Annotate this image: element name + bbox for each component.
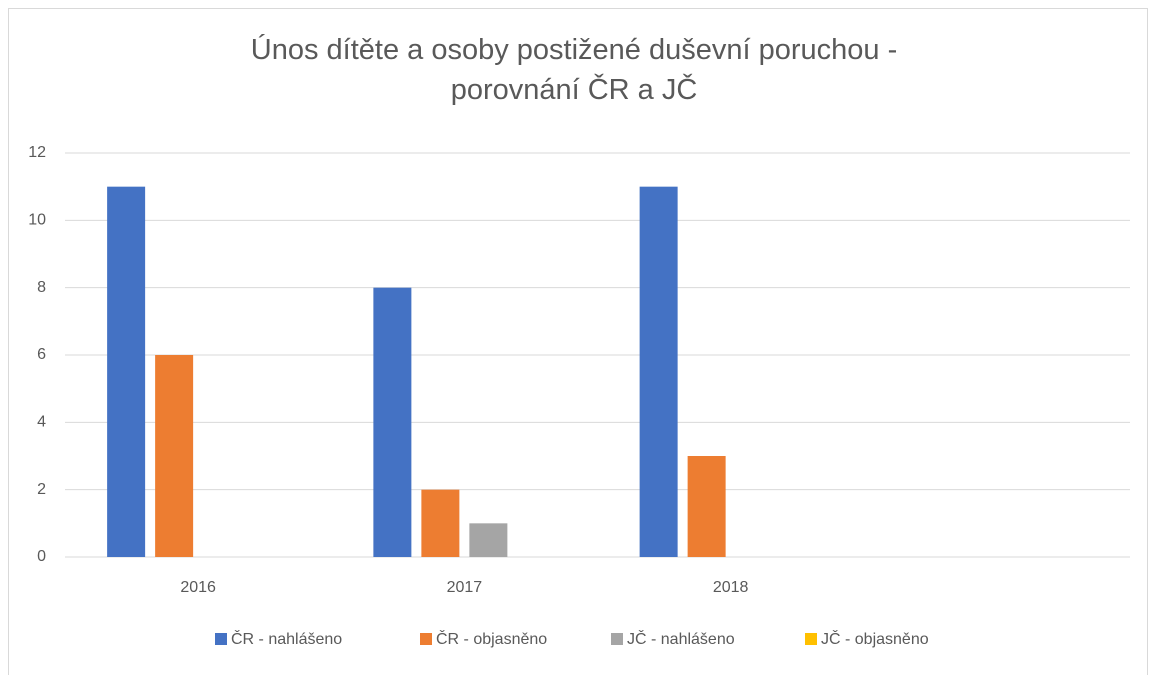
chart-frame <box>8 8 1148 675</box>
y-tick-label: 12 <box>28 144 46 161</box>
legend-label: JČ - objasněno <box>821 629 929 648</box>
y-tick-label: 10 <box>28 212 46 229</box>
chart-title: Únos dítěte a osoby postižené duševní po… <box>250 34 898 106</box>
legend-label: ČR - nahlášeno <box>231 629 342 648</box>
y-tick-label: 2 <box>37 481 46 498</box>
x-tick-label: 2018 <box>713 579 749 596</box>
bar <box>639 186 678 557</box>
x-tick-label: 2016 <box>180 579 216 596</box>
x-tick-label: 2017 <box>447 579 483 596</box>
legend-label: JČ - nahlášeno <box>627 629 735 648</box>
y-tick-label: 8 <box>37 279 46 296</box>
bar <box>469 523 508 557</box>
y-tick-label: 4 <box>37 414 46 431</box>
legend-swatch <box>611 633 623 645</box>
bar <box>155 355 194 557</box>
bar <box>421 489 460 557</box>
bar <box>687 456 726 557</box>
bar <box>107 186 146 557</box>
bar <box>373 287 412 557</box>
legend-swatch <box>420 633 432 645</box>
legend-label: ČR - objasněno <box>436 629 547 648</box>
y-tick-label: 6 <box>37 346 46 363</box>
y-tick-label: 0 <box>37 548 46 565</box>
legend-swatch <box>805 633 817 645</box>
legend-swatch <box>215 633 227 645</box>
